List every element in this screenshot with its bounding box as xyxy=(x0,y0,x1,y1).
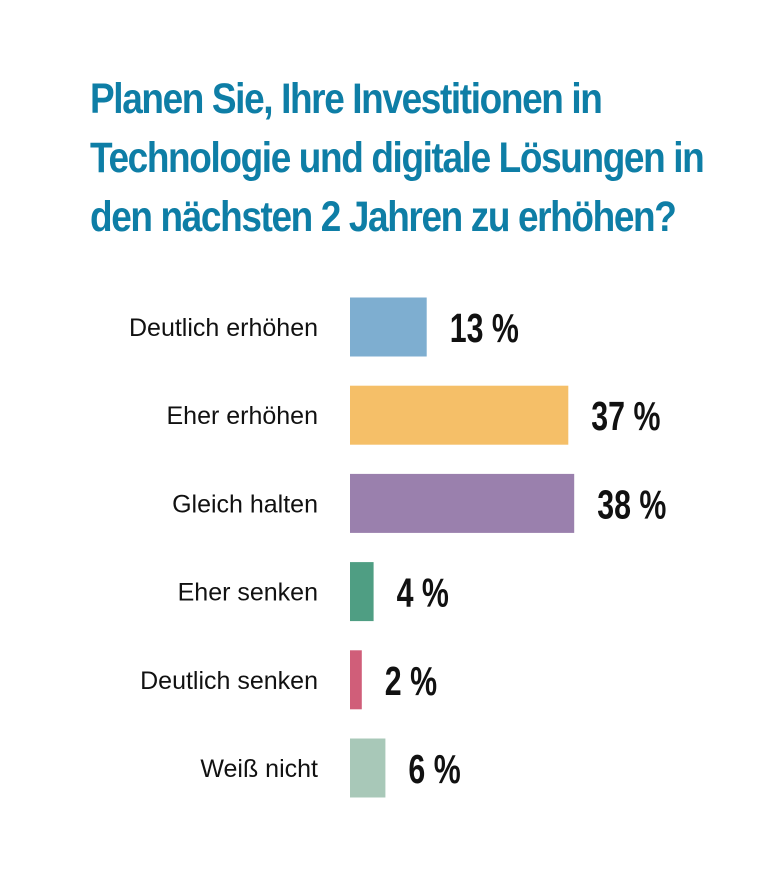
chart-title-line-1: Planen Sie, Ihre Investitionen in xyxy=(90,75,603,123)
category-label-gleich-halten: Gleich halten xyxy=(172,490,318,518)
value-label-weiss-nicht: 6 % xyxy=(408,745,460,792)
value-label-deutlich-senken: 2 % xyxy=(385,657,437,704)
bar-deutlich-erhoehen xyxy=(350,297,427,357)
category-label-deutlich-erhoehen: Deutlich erhöhen xyxy=(129,314,318,342)
chart-title-line-2: Technologie und digitale Lösungen in xyxy=(90,134,705,182)
category-label-eher-erhoehen: Eher erhöhen xyxy=(166,402,318,430)
bar-weiss-nicht xyxy=(350,738,386,798)
value-label-gleich-halten: 38 % xyxy=(597,481,666,528)
value-label-eher-erhoehen: 37 % xyxy=(591,393,660,440)
category-label-eher-senken: Eher senken xyxy=(178,579,318,607)
bar-eher-erhoehen xyxy=(350,385,569,445)
bar-deutlich-senken xyxy=(350,650,362,710)
chart-title: Planen Sie, Ihre Investitionen in Techno… xyxy=(90,70,705,247)
category-label-weiss-nicht: Weiß nicht xyxy=(200,755,318,783)
category-label-deutlich-senken: Deutlich senken xyxy=(140,667,318,695)
value-label-eher-senken: 4 % xyxy=(397,569,449,616)
value-label-deutlich-erhoehen: 13 % xyxy=(450,304,519,351)
bar-gleich-halten xyxy=(350,473,575,533)
chart-title-line-3: den nächsten 2 Jahren zu erhöhen? xyxy=(90,193,677,241)
bar-eher-senken xyxy=(350,562,374,622)
